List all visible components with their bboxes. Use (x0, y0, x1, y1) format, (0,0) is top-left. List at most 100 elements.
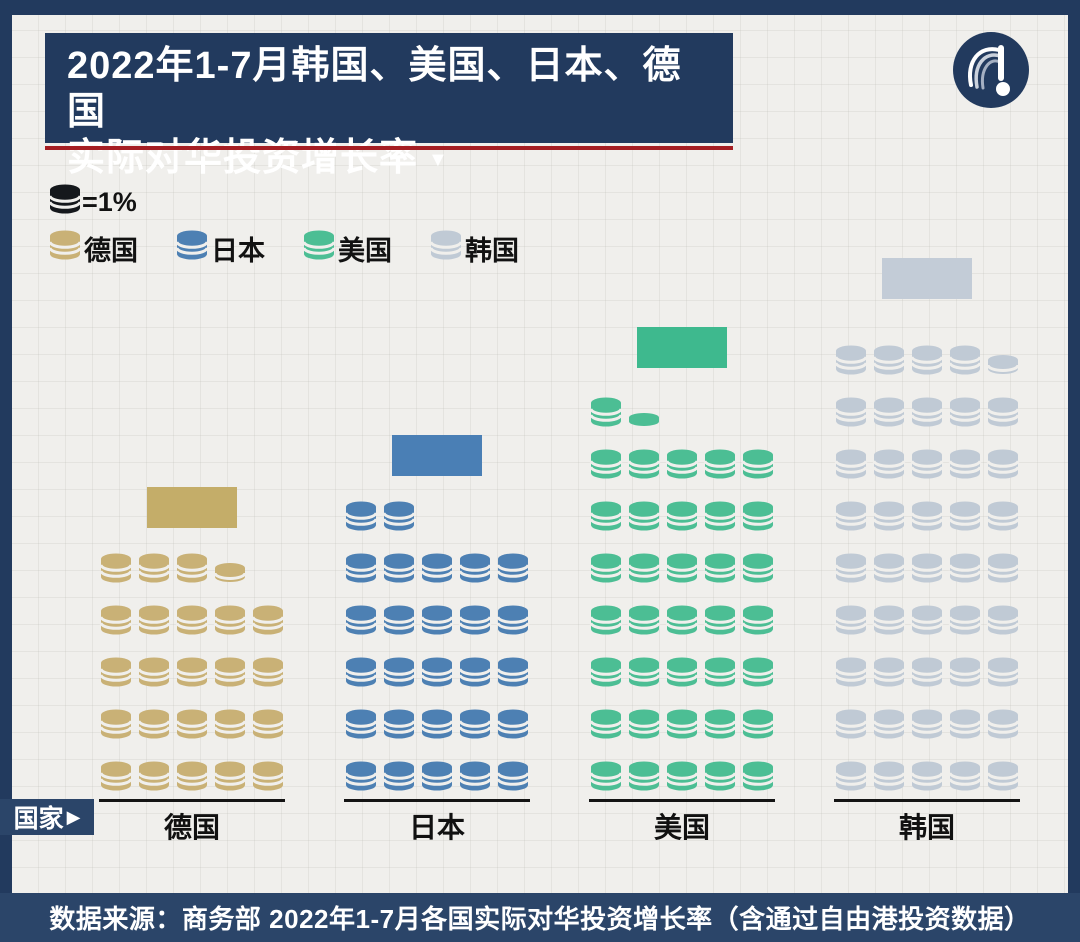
partial-coin-icon (213, 552, 247, 589)
coin-icon (382, 500, 416, 537)
coin-icon (496, 552, 530, 589)
coin-icon (834, 344, 868, 381)
title-block: 2022年1-7月韩国、美国、日本、德国 实际对华投资增长率 ▼ (45, 33, 733, 179)
coin-icon (910, 656, 944, 693)
coin-icon (703, 552, 737, 589)
coin-icon (458, 552, 492, 589)
coin-row (589, 500, 775, 537)
coin-icon (99, 708, 133, 745)
unit-coin-icon (48, 183, 82, 222)
coin-icon (382, 760, 416, 797)
coin-icon (741, 604, 775, 641)
coin-row (589, 396, 661, 433)
coin-icon (986, 448, 1020, 485)
coin-row (344, 760, 530, 797)
value-badge (882, 258, 972, 299)
coin-icon (382, 656, 416, 693)
legend-item-label: 美国 (338, 236, 392, 266)
coin-icon (458, 656, 492, 693)
right-arrow-icon: ▶ (66, 806, 81, 827)
coin-icon (741, 708, 775, 745)
coin-icon (344, 552, 378, 589)
coin-row (344, 656, 530, 693)
coin-icon (627, 604, 661, 641)
coin-icon (344, 500, 378, 537)
coin-icon (589, 448, 623, 485)
coin-icon (344, 708, 378, 745)
legend-item-label: 德国 (84, 236, 138, 266)
coin-icon (665, 500, 699, 537)
coin-row (99, 760, 285, 797)
coin-icon (910, 396, 944, 433)
coin-icon (99, 552, 133, 589)
coin-icon (834, 552, 868, 589)
coin-icon (458, 708, 492, 745)
coin-icon (627, 760, 661, 797)
title-underline (45, 146, 733, 150)
coin-icon (834, 500, 868, 537)
coin-icon (458, 604, 492, 641)
coin-icon (834, 604, 868, 641)
coin-icon (382, 604, 416, 641)
coin-icon (344, 604, 378, 641)
coin-icon (948, 708, 982, 745)
coin-icon (834, 396, 868, 433)
coin-icon (834, 708, 868, 745)
coin-icon (420, 656, 454, 693)
coin-icon (589, 760, 623, 797)
coin-icon (175, 604, 209, 641)
coin-icon (910, 448, 944, 485)
coin-icon (589, 500, 623, 537)
axis-line (589, 799, 775, 802)
coin-row (344, 552, 530, 589)
coin-icon (627, 552, 661, 589)
coin-icon (948, 604, 982, 641)
coin-icon (872, 396, 906, 433)
coin-icon (703, 656, 737, 693)
legend-item-label: 日本 (211, 236, 265, 266)
coin-icon (665, 552, 699, 589)
coin-icon (420, 552, 454, 589)
coin-row (834, 656, 1020, 693)
coin-row (834, 552, 1020, 589)
coin-icon (99, 656, 133, 693)
coin-icon (251, 708, 285, 745)
coin-icon (910, 760, 944, 797)
axis-line (344, 799, 530, 802)
category-label: 美国 (653, 812, 710, 843)
coin-row (589, 708, 775, 745)
coin-icon (703, 708, 737, 745)
coin-icon (99, 604, 133, 641)
coin-icon (948, 760, 982, 797)
category-label: 日本 (408, 812, 465, 843)
coin-icon (382, 708, 416, 745)
coin-icon (627, 448, 661, 485)
axis-line (834, 799, 1020, 802)
coin-icon (420, 604, 454, 641)
coin-icon (834, 448, 868, 485)
coin-icon (627, 500, 661, 537)
coin-icon (948, 500, 982, 537)
coin-icon (986, 656, 1020, 693)
value-badge (637, 327, 727, 368)
coin-icon (137, 552, 171, 589)
coin-row (834, 448, 1020, 485)
coin-icon (948, 552, 982, 589)
legend-unit: =1% (48, 183, 137, 222)
coin-icon (872, 760, 906, 797)
coin-icon (251, 656, 285, 693)
publisher-logo-icon (952, 31, 1030, 109)
partial-coin-icon (627, 396, 661, 433)
coin-icon (420, 708, 454, 745)
page-title-line-1: 2022年1-7月韩国、美国、日本、德国 (67, 45, 682, 133)
coin-row (99, 604, 285, 641)
coin-icon (589, 656, 623, 693)
coin-row (834, 604, 1020, 641)
coin-icon (986, 708, 1020, 745)
coin-icon (665, 708, 699, 745)
legend: 德国 日本 美国 韩国 (48, 229, 519, 268)
coin-icon (665, 448, 699, 485)
coin-icon (496, 760, 530, 797)
